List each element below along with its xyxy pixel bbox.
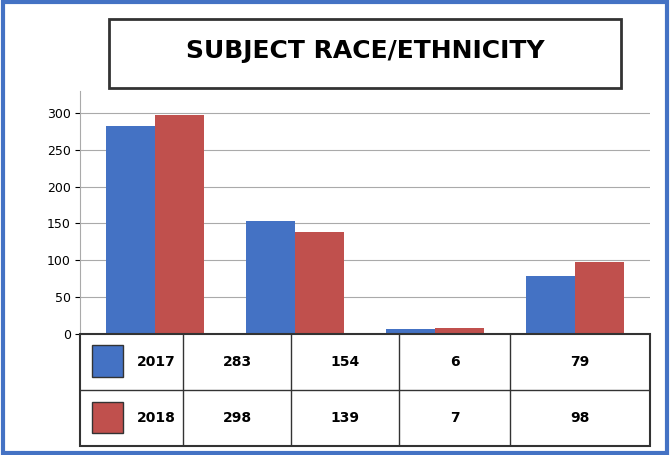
Text: 2018: 2018 xyxy=(137,411,176,425)
Bar xyxy=(295,232,344,334)
Text: 7: 7 xyxy=(450,411,460,425)
Text: 79: 79 xyxy=(571,354,590,369)
Text: 139: 139 xyxy=(331,411,360,425)
Text: SUBJECT RACE/ETHNICITY: SUBJECT RACE/ETHNICITY xyxy=(186,39,545,63)
FancyBboxPatch shape xyxy=(109,19,622,87)
Text: 2017: 2017 xyxy=(137,354,176,369)
Text: 6: 6 xyxy=(450,354,460,369)
Bar xyxy=(526,276,575,334)
Bar xyxy=(386,329,435,334)
Text: 154: 154 xyxy=(330,354,360,369)
Bar xyxy=(246,221,295,334)
Text: 283: 283 xyxy=(222,354,251,369)
Text: 98: 98 xyxy=(570,411,590,425)
Text: 298: 298 xyxy=(222,411,251,425)
Bar xyxy=(107,126,155,334)
Bar xyxy=(155,115,204,334)
Bar xyxy=(435,329,484,334)
Bar xyxy=(575,262,624,334)
Bar xyxy=(92,401,123,433)
Bar xyxy=(92,345,123,377)
